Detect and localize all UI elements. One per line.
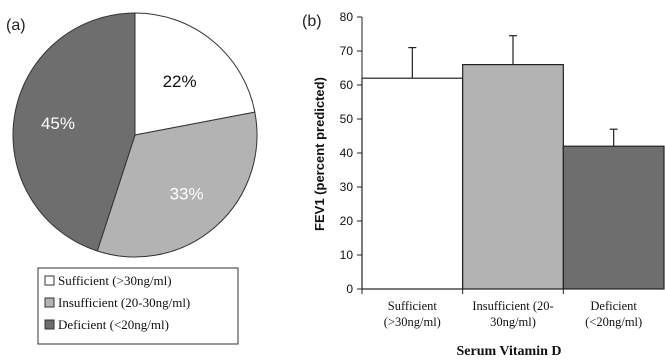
panel-label-b: (b) (302, 13, 322, 30)
y-tick-label: 40 (340, 146, 354, 160)
pie-chart: 22% 33% 45% (12, 12, 258, 258)
pie-slice (96, 111, 258, 258)
legend-label: Sufficient (>30ng/ml) (58, 273, 172, 288)
pie-slice-label: 22% (163, 72, 197, 91)
x-category-label: 30ng/ml) (490, 315, 536, 329)
y-tick-label: 50 (340, 112, 354, 126)
legend-label: Insufficient (20-30ng/ml) (58, 295, 190, 310)
y-tick-label: 20 (340, 214, 354, 228)
x-category-label: Deficient (590, 299, 637, 313)
legend-box (37, 267, 239, 345)
legend-swatch (44, 319, 55, 330)
x-category-label: Sufficient (388, 299, 438, 313)
y-tick-label: 0 (346, 282, 353, 296)
bar-chart: 0 10 20 30 40 50 60 70 80 Sufficient (>30ng/ml) Ins… (340, 10, 665, 329)
pie-slice-label: 33% (170, 185, 204, 204)
y-axis-title: FEV1 (percent predicted) (312, 77, 327, 231)
y-tick-label: 60 (340, 78, 354, 92)
pie-slice (12, 12, 136, 252)
bar (361, 77, 464, 290)
y-tick-label: 10 (340, 248, 354, 262)
legend-swatch (44, 297, 55, 308)
x-category-label: Insufficient (20- (472, 299, 553, 313)
x-category-label: (>30ng/ml) (384, 315, 441, 329)
panel-label-a: (a) (6, 17, 26, 34)
bar (562, 145, 665, 290)
y-tick-label: 80 (340, 10, 354, 24)
pie-legend: Sufficient (>30ng/ml) Insufficient (20-30… (37, 267, 239, 345)
x-axis-title: Serum Vitamin D (457, 344, 562, 359)
legend-swatch (44, 275, 55, 286)
y-tick-label: 70 (340, 44, 354, 58)
pie-slice (134, 12, 256, 136)
bar (462, 63, 564, 290)
x-category-label: (<20ng/ml) (585, 315, 642, 329)
pie-slice-label: 45% (41, 114, 75, 133)
legend-label: Deficient (<20ng/ml) (58, 317, 169, 332)
y-tick-label: 30 (340, 180, 354, 194)
